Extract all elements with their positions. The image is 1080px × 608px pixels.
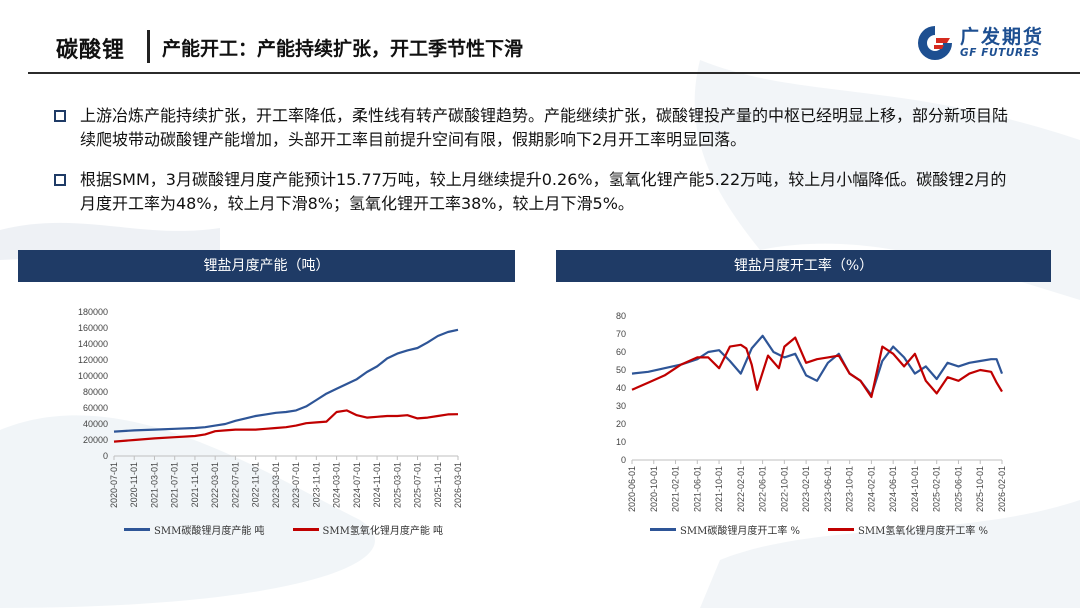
- x-tick-label: 2022-06-01: [758, 466, 768, 512]
- y-tick-label: 80: [616, 311, 626, 321]
- x-tick-label: 2022-11-01: [251, 462, 261, 507]
- logo-text-en: GF FUTURES: [960, 47, 1040, 59]
- x-tick-label: 2024-02-01: [866, 466, 876, 512]
- y-tick-label: 30: [616, 401, 626, 411]
- square-bullet-icon: [54, 110, 66, 122]
- series-line-hydroxide: [113, 409, 459, 443]
- x-tick-label: 2021-02-01: [671, 466, 681, 512]
- x-tick-label: 2025-03-01: [392, 462, 402, 508]
- x-tick-label: 2020-07-01: [109, 462, 119, 508]
- x-tick-label: 2024-03-01: [332, 462, 342, 508]
- utilization-panel-header: 锂盐月度开工率（%）: [556, 250, 1051, 282]
- y-tick-label: 20: [616, 419, 626, 429]
- legend-label: SMM碳酸锂月度产能 吨: [154, 526, 265, 537]
- capacity-chart-legend: SMM碳酸锂月度产能 吨 SMM氢氧化锂月度产能 吨: [124, 522, 443, 537]
- x-tick-label: 2025-06-01: [953, 466, 963, 512]
- y-tick-label: 60: [616, 347, 626, 357]
- y-tick-label: 100000: [78, 371, 108, 381]
- x-tick-label: 2023-06-01: [823, 466, 833, 512]
- legend-item: SMM碳酸锂月度产能 吨: [124, 522, 265, 537]
- legend-item: SMM氢氧化锂月度产能 吨: [292, 522, 444, 537]
- square-bullet-icon: [54, 174, 66, 186]
- bullet-item: 上游冶炼产能持续扩张，开工率降低，柔性线有转产碳酸锂趋势。产能继续扩张，碳酸锂投…: [52, 104, 1012, 152]
- y-tick-label: 140000: [78, 339, 108, 349]
- x-tick-label: 2023-07-01: [291, 462, 301, 508]
- x-tick-label: 2025-02-01: [932, 466, 942, 512]
- bullet-text: 根据SMM，3月碳酸锂月度产能预计15.77万吨，较上月继续提升0.26%，氢氧…: [80, 170, 1007, 213]
- x-tick-label: 2021-06-01: [692, 466, 702, 512]
- x-tick-label: 2023-03-01: [271, 462, 281, 508]
- y-tick-label: 50: [616, 365, 626, 375]
- y-tick-label: 60000: [83, 403, 108, 413]
- x-tick-label: 2026-03-01: [453, 462, 463, 508]
- x-tick-label: 2024-06-01: [888, 466, 898, 512]
- x-tick-label: 2020-06-01: [627, 466, 637, 512]
- page-title: 产能开工：产能持续扩张，开工季节性下滑: [162, 38, 524, 60]
- x-tick-label: 2024-11-01: [372, 462, 382, 507]
- chart-svg: 0 10 20 30 40 50 60 70 80 2020-06-01 2020-10-01 202…: [616, 311, 1007, 512]
- legend-label: SMM氢氧化锂月度产能 吨: [322, 526, 444, 537]
- legend-swatch-blue: [124, 528, 150, 531]
- y-tick-label: 10: [616, 437, 626, 447]
- y-tick-label: 70: [616, 329, 626, 339]
- x-tick-label: 2020-10-01: [649, 466, 659, 512]
- legend-label: SMM氢氧化锂月度开工率 %: [858, 526, 989, 537]
- capacity-panel-header: 锂盐月度产能（吨）: [18, 250, 515, 282]
- x-tick-label: 2021-11-01: [190, 462, 200, 507]
- gf-logo-icon: [918, 26, 952, 60]
- legend-item: SMM碳酸锂月度开工率 %: [650, 522, 800, 537]
- company-logo: 广发期货 GF FUTURES: [916, 20, 1056, 64]
- x-tick-label: 2025-07-01: [413, 462, 423, 508]
- x-tick-label: 2021-07-01: [170, 462, 180, 508]
- legend-swatch-red: [292, 528, 319, 531]
- y-tick-label: 0: [103, 451, 108, 461]
- y-tick-label: 120000: [78, 355, 108, 365]
- bullet-item: 根据SMM，3月碳酸锂月度产能预计15.77万吨，较上月继续提升0.26%，氢氧…: [52, 168, 1012, 216]
- legend-swatch-blue: [650, 528, 676, 531]
- x-tick-label: 2023-11-01: [311, 462, 321, 507]
- header-rule: [28, 72, 1080, 74]
- y-tick-label: 0: [621, 455, 626, 465]
- x-tick-label: 2021-10-01: [714, 466, 724, 512]
- legend-swatch-red: [828, 528, 855, 531]
- title-divider: [147, 30, 150, 63]
- utilization-chart: 0 10 20 30 40 50 60 70 80 2020-06-01 2020-10-01 202…: [604, 298, 1014, 548]
- y-tick-label: 40000: [83, 419, 108, 429]
- x-tick-label: 2024-07-01: [352, 462, 362, 508]
- legend-item: SMM氢氧化锂月度开工率 %: [828, 522, 988, 537]
- series-line-carbonate: [631, 334, 1004, 397]
- chart-svg: 0 20000 40000 60000 80000 100000 120000 140000 1…: [78, 307, 463, 508]
- bullet-list: 上游冶炼产能持续扩张，开工率降低，柔性线有转产碳酸锂趋势。产能继续扩张，碳酸锂投…: [52, 104, 1012, 216]
- legend-label: SMM碳酸锂月度开工率 %: [680, 526, 801, 537]
- x-tick-label: 2025-10-01: [975, 466, 985, 512]
- y-tick-label: 80000: [83, 387, 108, 397]
- utilization-chart-legend: SMM碳酸锂月度开工率 % SMM氢氧化锂月度开工率 %: [650, 522, 988, 537]
- x-tick-label: 2023-10-01: [845, 466, 855, 512]
- x-tick-label: 2022-07-01: [230, 462, 240, 508]
- x-tick-label: 2022-02-01: [736, 466, 746, 512]
- x-tick-label: 2021-03-01: [149, 462, 159, 508]
- x-tick-label: 2020-11-01: [129, 462, 139, 507]
- y-tick-label: 180000: [78, 307, 108, 317]
- x-tick-label: 2024-10-01: [910, 466, 920, 512]
- series-line-hydroxide: [631, 336, 1003, 399]
- x-tick-label: 2026-02-01: [997, 466, 1007, 512]
- y-tick-label: 160000: [78, 323, 108, 333]
- capacity-chart: 0 20000 40000 60000 80000 100000 120000 140000 1…: [58, 298, 478, 548]
- x-tick-label: 2022-10-01: [779, 466, 789, 512]
- x-tick-label: 2023-02-01: [801, 466, 811, 512]
- x-tick-label: 2025-11-01: [433, 462, 443, 507]
- series-line-carbonate: [113, 328, 459, 433]
- topic-label: 碳酸锂: [56, 38, 126, 63]
- header: 碳酸锂 产能开工：产能持续扩张，开工季节性下滑 广发期货 GF FUTURES: [0, 0, 1080, 74]
- y-tick-label: 40: [616, 383, 626, 393]
- y-tick-label: 20000: [83, 435, 108, 445]
- bullet-text: 上游冶炼产能持续扩张，开工率降低，柔性线有转产碳酸锂趋势。产能继续扩张，碳酸锂投…: [80, 106, 1009, 149]
- x-tick-label: 2022-03-01: [210, 462, 220, 508]
- logo-text-cn: 广发期货: [960, 26, 1045, 48]
